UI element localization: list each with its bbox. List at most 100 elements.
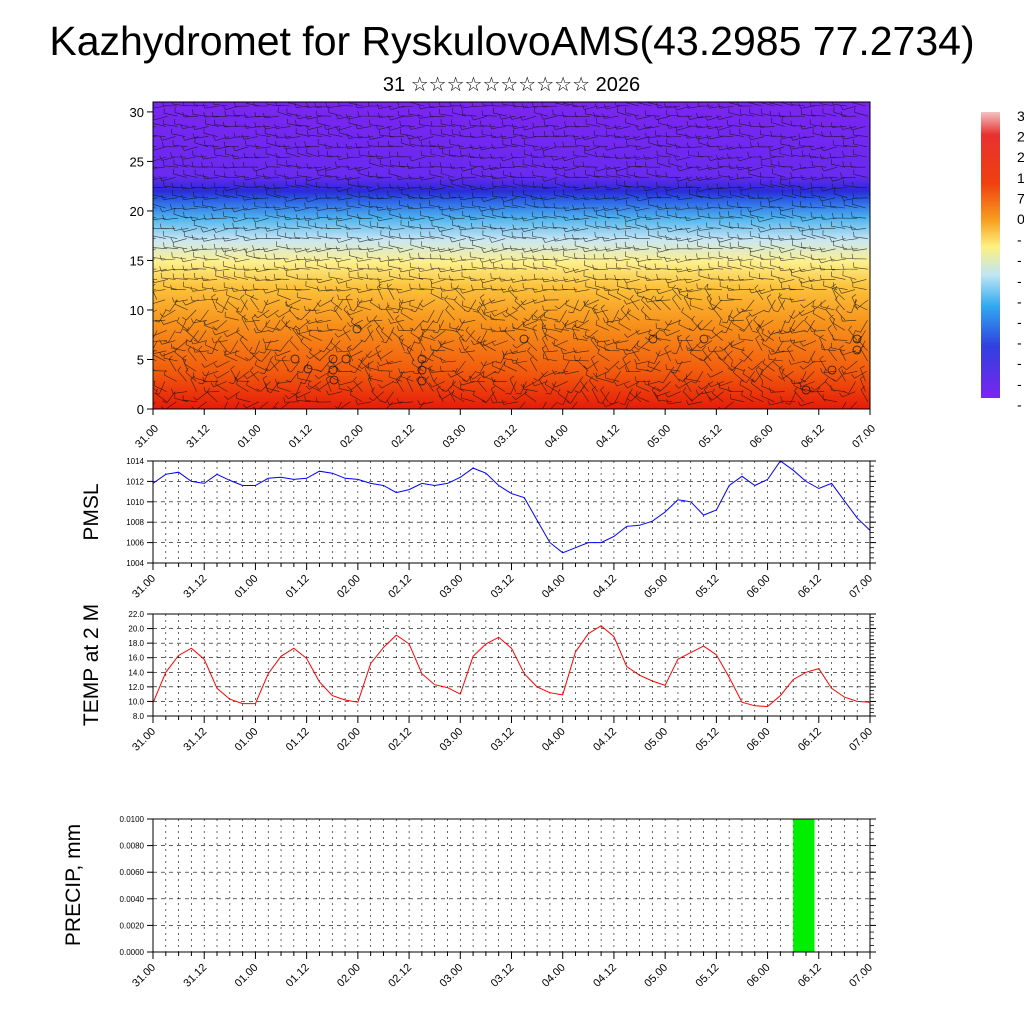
y-tick-label: 1008 bbox=[126, 518, 144, 527]
x-tick-label: 01.12 bbox=[287, 423, 315, 451]
y-tick-label: 1010 bbox=[126, 498, 144, 507]
x-tick-label: 06.00 bbox=[745, 962, 773, 990]
y-tick-label: 1014 bbox=[126, 457, 144, 466]
x-tick-label: 03.00 bbox=[437, 573, 465, 601]
x-tick-label: 31.12 bbox=[184, 423, 212, 451]
x-tick-label: 05.12 bbox=[694, 573, 722, 601]
y-tick-label: 5 bbox=[137, 352, 144, 367]
x-tick-label: 05.00 bbox=[642, 726, 670, 754]
x-tick-label: 05.00 bbox=[645, 423, 673, 451]
precip-panel: 0.0000 0.0020 0.0040 0.0060 0.0080 0.0100 31.0… bbox=[62, 815, 876, 990]
x-tick-label: 03.12 bbox=[489, 962, 517, 990]
x-tick-label: 01.00 bbox=[233, 962, 261, 990]
calm-circle bbox=[699, 334, 709, 344]
calm-circle bbox=[801, 385, 811, 395]
calm-circle bbox=[417, 376, 427, 386]
pmsl-ylabel: PMSL bbox=[80, 483, 103, 540]
precip-bar bbox=[793, 819, 815, 952]
x-tick-label: 06.12 bbox=[796, 726, 824, 754]
x-tick-label: 02.12 bbox=[386, 962, 414, 990]
calm-circle bbox=[290, 354, 300, 364]
x-tick-label: 05.00 bbox=[642, 962, 670, 990]
wind-barb-field bbox=[153, 102, 869, 409]
colorbar-label: 3 bbox=[1017, 108, 1024, 124]
x-tick-label: 31.00 bbox=[133, 423, 161, 451]
colorbar-label: - bbox=[1017, 376, 1022, 392]
x-tick-label: 04.00 bbox=[543, 423, 571, 451]
chart-subtitle: 31 ☆☆☆☆☆☆☆☆☆☆ 2026 bbox=[382, 74, 641, 96]
x-tick-label: 06.00 bbox=[748, 423, 776, 451]
colorbar: 3 2 2 1 7 0 - - - - - - - - - bbox=[981, 108, 1024, 412]
y-tick-label: 1004 bbox=[126, 559, 144, 568]
calm-circle bbox=[329, 375, 339, 385]
calm-circle bbox=[341, 354, 351, 364]
colorbar-label: - bbox=[1017, 335, 1022, 351]
calm-circle bbox=[519, 334, 529, 344]
calm-circle bbox=[417, 365, 427, 375]
calm-circle bbox=[328, 365, 338, 375]
x-tick-label: 03.00 bbox=[437, 726, 465, 754]
x-tick-label: 01.12 bbox=[284, 726, 312, 754]
x-tick-label: 02.00 bbox=[335, 726, 363, 754]
x-tick-label: 03.12 bbox=[492, 423, 520, 451]
y-tick-label: 0.0040 bbox=[120, 895, 145, 904]
y-tick-label: 0.0000 bbox=[120, 948, 145, 957]
x-tick-label: 05.12 bbox=[694, 962, 722, 990]
colorbar-label: - bbox=[1017, 355, 1022, 371]
y-tick-label: 30 bbox=[130, 105, 144, 120]
y-tick-label: 20 bbox=[130, 204, 144, 219]
x-tick-label: 03.12 bbox=[489, 573, 517, 601]
calm-circle bbox=[328, 354, 338, 364]
x-tick-label: 02.00 bbox=[338, 423, 366, 451]
x-tick-label: 02.00 bbox=[335, 962, 363, 990]
temp-frame bbox=[152, 613, 871, 717]
x-tick-label: 05.00 bbox=[642, 573, 670, 601]
y-tick-label: 0.0060 bbox=[120, 868, 145, 877]
x-tick-label: 07.00 bbox=[847, 573, 875, 601]
temp-panel: 8.0 10.0 12.0 14.0 16.0 18.0 20.0 22.0 31.00 31.1… bbox=[80, 604, 876, 754]
x-tick-label: 04.00 bbox=[540, 962, 568, 990]
colorbar-label: - bbox=[1017, 273, 1022, 289]
x-tick-label: 31.00 bbox=[130, 726, 158, 754]
y-tick-label: 15 bbox=[130, 253, 144, 268]
x-tick-label: 04.12 bbox=[591, 726, 619, 754]
x-tick-label: 03.00 bbox=[440, 423, 468, 451]
calm-circle bbox=[852, 345, 862, 355]
x-tick-label: 31.12 bbox=[181, 962, 209, 990]
temp-ylabel: TEMP at 2 M bbox=[80, 604, 103, 726]
x-tick-label: 06.12 bbox=[796, 573, 824, 601]
y-tick-label: 0.0080 bbox=[120, 842, 145, 851]
colorbar-label: - bbox=[1017, 232, 1022, 248]
y-tick-label: 12.0 bbox=[128, 683, 144, 692]
calm-circle bbox=[352, 324, 362, 334]
calm-circle bbox=[648, 334, 658, 344]
x-tick-label: 06.00 bbox=[745, 726, 773, 754]
y-tick-label: 1012 bbox=[126, 477, 144, 486]
y-tick-label: 20.0 bbox=[128, 625, 144, 634]
colorbar-label: - bbox=[1017, 252, 1022, 268]
temp-series-line bbox=[152, 625, 871, 708]
wind-barbs bbox=[153, 102, 869, 409]
x-tick-label: 07.00 bbox=[847, 726, 875, 754]
x-tick-label: 03.12 bbox=[489, 726, 517, 754]
y-tick-label: 0.0100 bbox=[120, 815, 145, 824]
x-tick-label: 31.12 bbox=[181, 726, 209, 754]
precip-ylabel: PRECIP, mm bbox=[62, 824, 85, 946]
calm-circle bbox=[303, 364, 313, 374]
y-tick-label: 22.0 bbox=[128, 610, 144, 619]
x-tick-label: 02.12 bbox=[389, 423, 417, 451]
x-tick-label: 02.12 bbox=[386, 726, 414, 754]
y-tick-label: 0 bbox=[137, 402, 144, 417]
calm-circle bbox=[827, 365, 837, 375]
x-tick-label: 06.12 bbox=[796, 962, 824, 990]
colorbar-label: - bbox=[1017, 396, 1022, 412]
x-tick-label: 01.00 bbox=[233, 573, 261, 601]
x-tick-label: 04.00 bbox=[540, 726, 568, 754]
colorbar-label: 0 bbox=[1017, 211, 1024, 227]
colorbar-label: 1 bbox=[1017, 170, 1024, 186]
page-title: Kazhydromet for RyskulovoAMS(43.2985 77.… bbox=[49, 18, 975, 64]
y-tick-label: 8.0 bbox=[133, 712, 145, 721]
y-tick-label: 0.0020 bbox=[120, 921, 145, 930]
y-tick-label: 18.0 bbox=[128, 639, 144, 648]
